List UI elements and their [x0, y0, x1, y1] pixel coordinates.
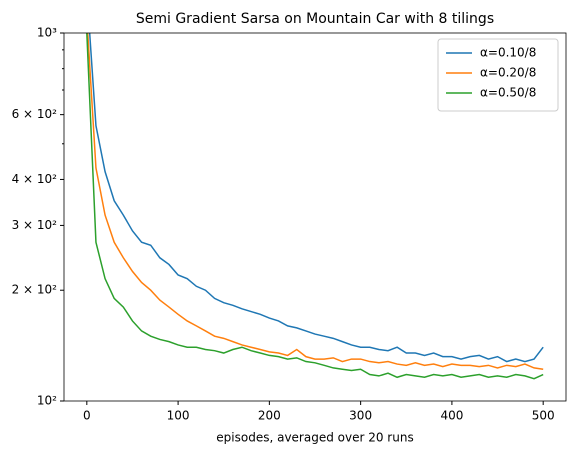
x-axis-label: episodes, averaged over 20 runs: [216, 431, 413, 445]
legend-label: α=0.20/8: [480, 66, 536, 80]
y-tick-label: 3 × 10²: [12, 218, 58, 232]
y-tick-label: 4 × 10²: [12, 172, 58, 186]
plot-frame: [63, 32, 567, 402]
x-tick-label: 200: [258, 409, 281, 423]
series-line: [86, 33, 544, 370]
x-tick-label: 100: [167, 409, 190, 423]
y-tick-label: 10³: [37, 26, 57, 40]
y-tick-label: 10²: [37, 394, 57, 408]
series-line: [88, 33, 544, 363]
legend-label: α=0.10/8: [480, 46, 536, 60]
x-tick-label: 400: [440, 409, 463, 423]
x-tick-label: 0: [83, 409, 91, 423]
y-tick-label: 6 × 10²: [12, 107, 58, 121]
x-tick-label: 300: [349, 409, 372, 423]
chart-title: Semi Gradient Sarsa on Mountain Car with…: [136, 11, 494, 27]
plot-area: [86, 33, 544, 380]
y-tick-label: 2 × 10²: [12, 283, 58, 297]
legend-label: α=0.50/8: [480, 86, 536, 100]
x-tick-label: 500: [532, 409, 555, 423]
series-line: [86, 33, 544, 380]
